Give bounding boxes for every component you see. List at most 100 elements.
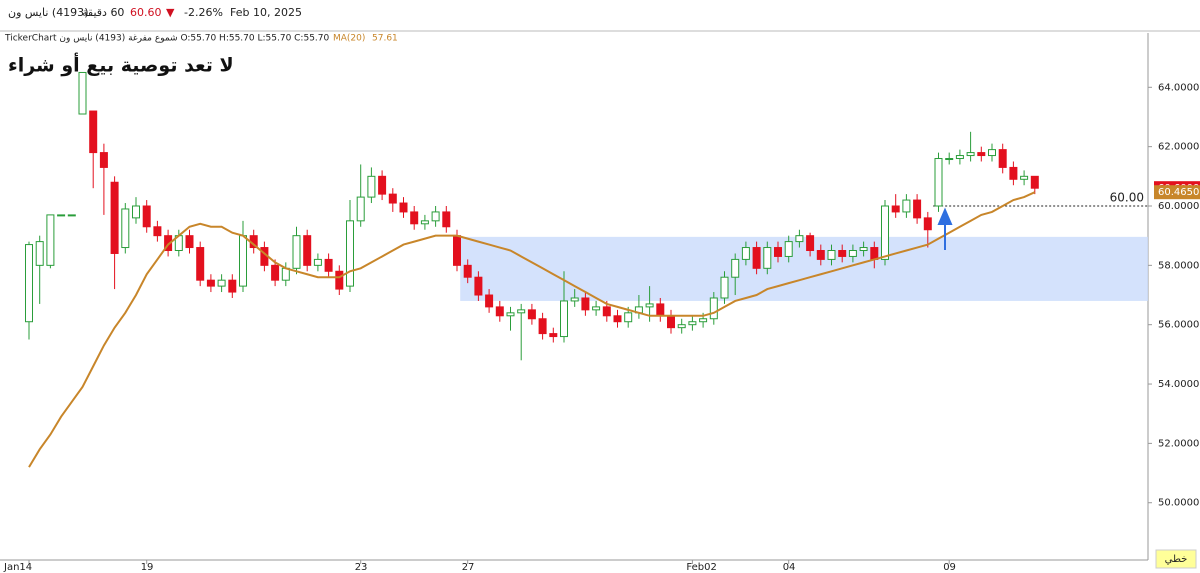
x-tick-label: Feb02 (686, 562, 716, 573)
candle-body (677, 324, 686, 329)
ma-readout: 57.61 (372, 34, 398, 44)
candle-body (934, 158, 943, 207)
ma-last: 60.4650 (1158, 187, 1199, 198)
candle-body (1020, 175, 1029, 180)
candle-body (110, 181, 119, 254)
y-tick-label: 62.0000 (1158, 142, 1199, 153)
candle-body (955, 155, 964, 160)
date: Feb 10, 2025 (230, 6, 302, 19)
x-tick-label: 19 (141, 562, 154, 573)
candle-body (741, 247, 750, 260)
candle-body (132, 205, 140, 219)
candle-body (121, 208, 130, 249)
candle-body (206, 279, 215, 287)
candle-body (453, 235, 461, 266)
candle-body (485, 294, 494, 308)
candle-body (281, 267, 290, 281)
candle-body (913, 199, 922, 219)
candle-body (613, 315, 622, 323)
candle-body (795, 235, 804, 243)
candle-body (527, 309, 536, 320)
candle-body (859, 247, 868, 252)
ticker: (4193) نايس ون (8, 6, 89, 19)
candle-body (966, 152, 975, 157)
candle-body (335, 270, 344, 290)
candle-body (292, 235, 301, 269)
candle-body (709, 297, 718, 320)
candle-body (774, 247, 782, 257)
candle-body (720, 276, 729, 299)
candle-body (217, 279, 226, 287)
candle-body (891, 205, 900, 213)
candle-body (988, 149, 996, 157)
y-tick-label: 54.0000 (1158, 379, 1199, 390)
y-tick-label: 60.0000 (1158, 201, 1199, 212)
candle-body (78, 71, 87, 115)
candle-body (463, 264, 472, 278)
candle-body (838, 250, 847, 257)
candle-body (239, 235, 247, 287)
ma-legend: MA(20) (333, 34, 365, 44)
candle-body (346, 220, 354, 287)
candle-body (474, 276, 483, 296)
candle-body (923, 217, 932, 231)
candle-body (378, 175, 387, 195)
level-label: 60.00 (1110, 190, 1144, 204)
candle-body (410, 211, 419, 225)
y-tick-label: 64.0000 (1158, 82, 1199, 93)
info-line: TickerChart شموع مفرغة (4193) نايس ون O:… (4, 34, 330, 44)
ma-last-box (1154, 185, 1200, 200)
candle-body (367, 175, 376, 198)
candle-body (549, 333, 558, 338)
candle-body (784, 241, 793, 257)
candle-body (699, 318, 708, 323)
y-tick-label: 56.0000 (1158, 320, 1199, 331)
candle-body (142, 205, 151, 228)
candle-body (46, 214, 55, 266)
candle-body (89, 110, 98, 154)
candle-body (185, 235, 194, 249)
candle-body (816, 250, 825, 260)
candle-body (827, 250, 836, 260)
candle-body (506, 312, 515, 317)
x-tick-label: 27 (462, 562, 475, 573)
candle-body (602, 306, 611, 317)
candle-body (570, 297, 579, 302)
candle-body (324, 258, 333, 272)
zone (460, 236, 1149, 301)
candle-body (538, 318, 547, 335)
x-tick-label: 09 (943, 562, 956, 573)
candle-body (656, 303, 665, 317)
candle-body (1009, 166, 1018, 180)
ma-line (28, 191, 1036, 468)
candle-body (420, 220, 429, 225)
y-tick-label: 52.0000 (1158, 438, 1199, 449)
candle-body (153, 226, 162, 237)
x-tick-label: Jan14 (3, 562, 32, 573)
candle-body (667, 315, 675, 329)
candle-body (517, 309, 526, 314)
candle-body (399, 202, 408, 213)
candle-body (581, 297, 590, 311)
candle-body (560, 300, 568, 338)
y-tick-label: 58.0000 (1158, 260, 1199, 271)
scale-mode-box[interactable] (1155, 549, 1197, 569)
candle-body (303, 235, 312, 266)
candle-body (388, 193, 397, 204)
candle-body (688, 321, 697, 326)
candle-body (271, 264, 280, 281)
candle-body (442, 211, 451, 228)
x-tick-label: 23 (355, 562, 368, 573)
change: -2.26% (184, 6, 223, 19)
candle-body (731, 258, 740, 278)
candle-body (35, 241, 44, 266)
candle-body (313, 258, 322, 266)
scale-mode[interactable]: خطي (1165, 554, 1188, 565)
interval: 60 دقيقة (82, 6, 125, 19)
candle-body (25, 244, 33, 323)
x-tick-label: 04 (783, 562, 796, 573)
candle-body (228, 279, 237, 293)
candle-body (196, 247, 205, 281)
